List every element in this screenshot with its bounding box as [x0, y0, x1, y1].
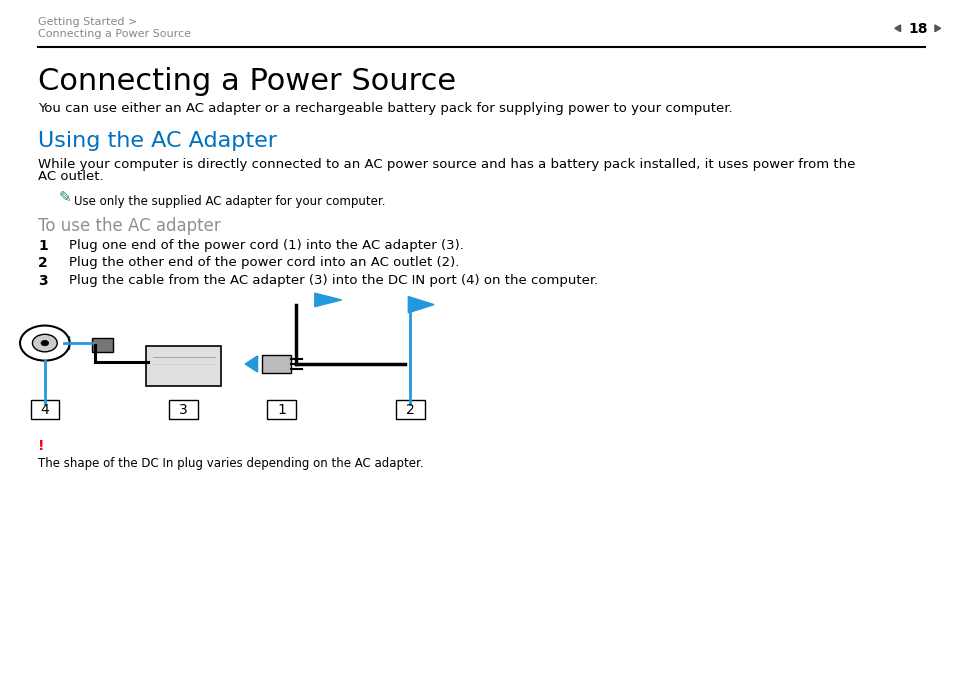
Text: Connecting a Power Source: Connecting a Power Source	[38, 29, 191, 39]
Text: 3: 3	[179, 403, 188, 417]
FancyBboxPatch shape	[262, 355, 291, 373]
Text: 18: 18	[907, 22, 926, 36]
Text: 2: 2	[405, 403, 415, 417]
Text: !: !	[38, 439, 45, 454]
Circle shape	[32, 334, 57, 352]
FancyBboxPatch shape	[395, 400, 424, 419]
Polygon shape	[894, 25, 900, 32]
Text: To use the AC adapter: To use the AC adapter	[38, 217, 221, 235]
Text: You can use either an AC adapter or a rechargeable battery pack for supplying po: You can use either an AC adapter or a re…	[38, 102, 732, 115]
Text: Using the AC Adapter: Using the AC Adapter	[38, 131, 277, 151]
FancyBboxPatch shape	[146, 346, 221, 386]
Text: 4: 4	[40, 403, 50, 417]
Text: 3: 3	[38, 274, 48, 288]
Polygon shape	[408, 297, 434, 313]
FancyBboxPatch shape	[170, 400, 197, 419]
Text: 1: 1	[276, 403, 286, 417]
Polygon shape	[314, 293, 341, 307]
Polygon shape	[934, 25, 940, 32]
Polygon shape	[58, 336, 70, 350]
FancyBboxPatch shape	[91, 338, 112, 352]
Text: 1: 1	[38, 239, 48, 253]
Text: Getting Started >: Getting Started >	[38, 17, 137, 27]
Circle shape	[20, 326, 70, 361]
Text: The shape of the DC In plug varies depending on the AC adapter.: The shape of the DC In plug varies depen…	[38, 457, 423, 470]
Text: Plug the other end of the power cord into an AC outlet (2).: Plug the other end of the power cord int…	[69, 256, 458, 269]
Text: Connecting a Power Source: Connecting a Power Source	[38, 67, 456, 96]
Text: ✎: ✎	[59, 190, 71, 205]
FancyBboxPatch shape	[267, 400, 295, 419]
Text: AC outlet.: AC outlet.	[38, 170, 104, 183]
FancyBboxPatch shape	[30, 400, 59, 419]
Circle shape	[41, 340, 49, 346]
Polygon shape	[245, 356, 257, 372]
Text: Plug one end of the power cord (1) into the AC adapter (3).: Plug one end of the power cord (1) into …	[69, 239, 463, 251]
Text: Use only the supplied AC adapter for your computer.: Use only the supplied AC adapter for you…	[74, 195, 386, 208]
Text: While your computer is directly connected to an AC power source and has a batter: While your computer is directly connecte…	[38, 158, 855, 171]
Text: 2: 2	[38, 256, 48, 270]
Text: Plug the cable from the AC adapter (3) into the DC IN port (4) on the computer.: Plug the cable from the AC adapter (3) i…	[69, 274, 598, 286]
